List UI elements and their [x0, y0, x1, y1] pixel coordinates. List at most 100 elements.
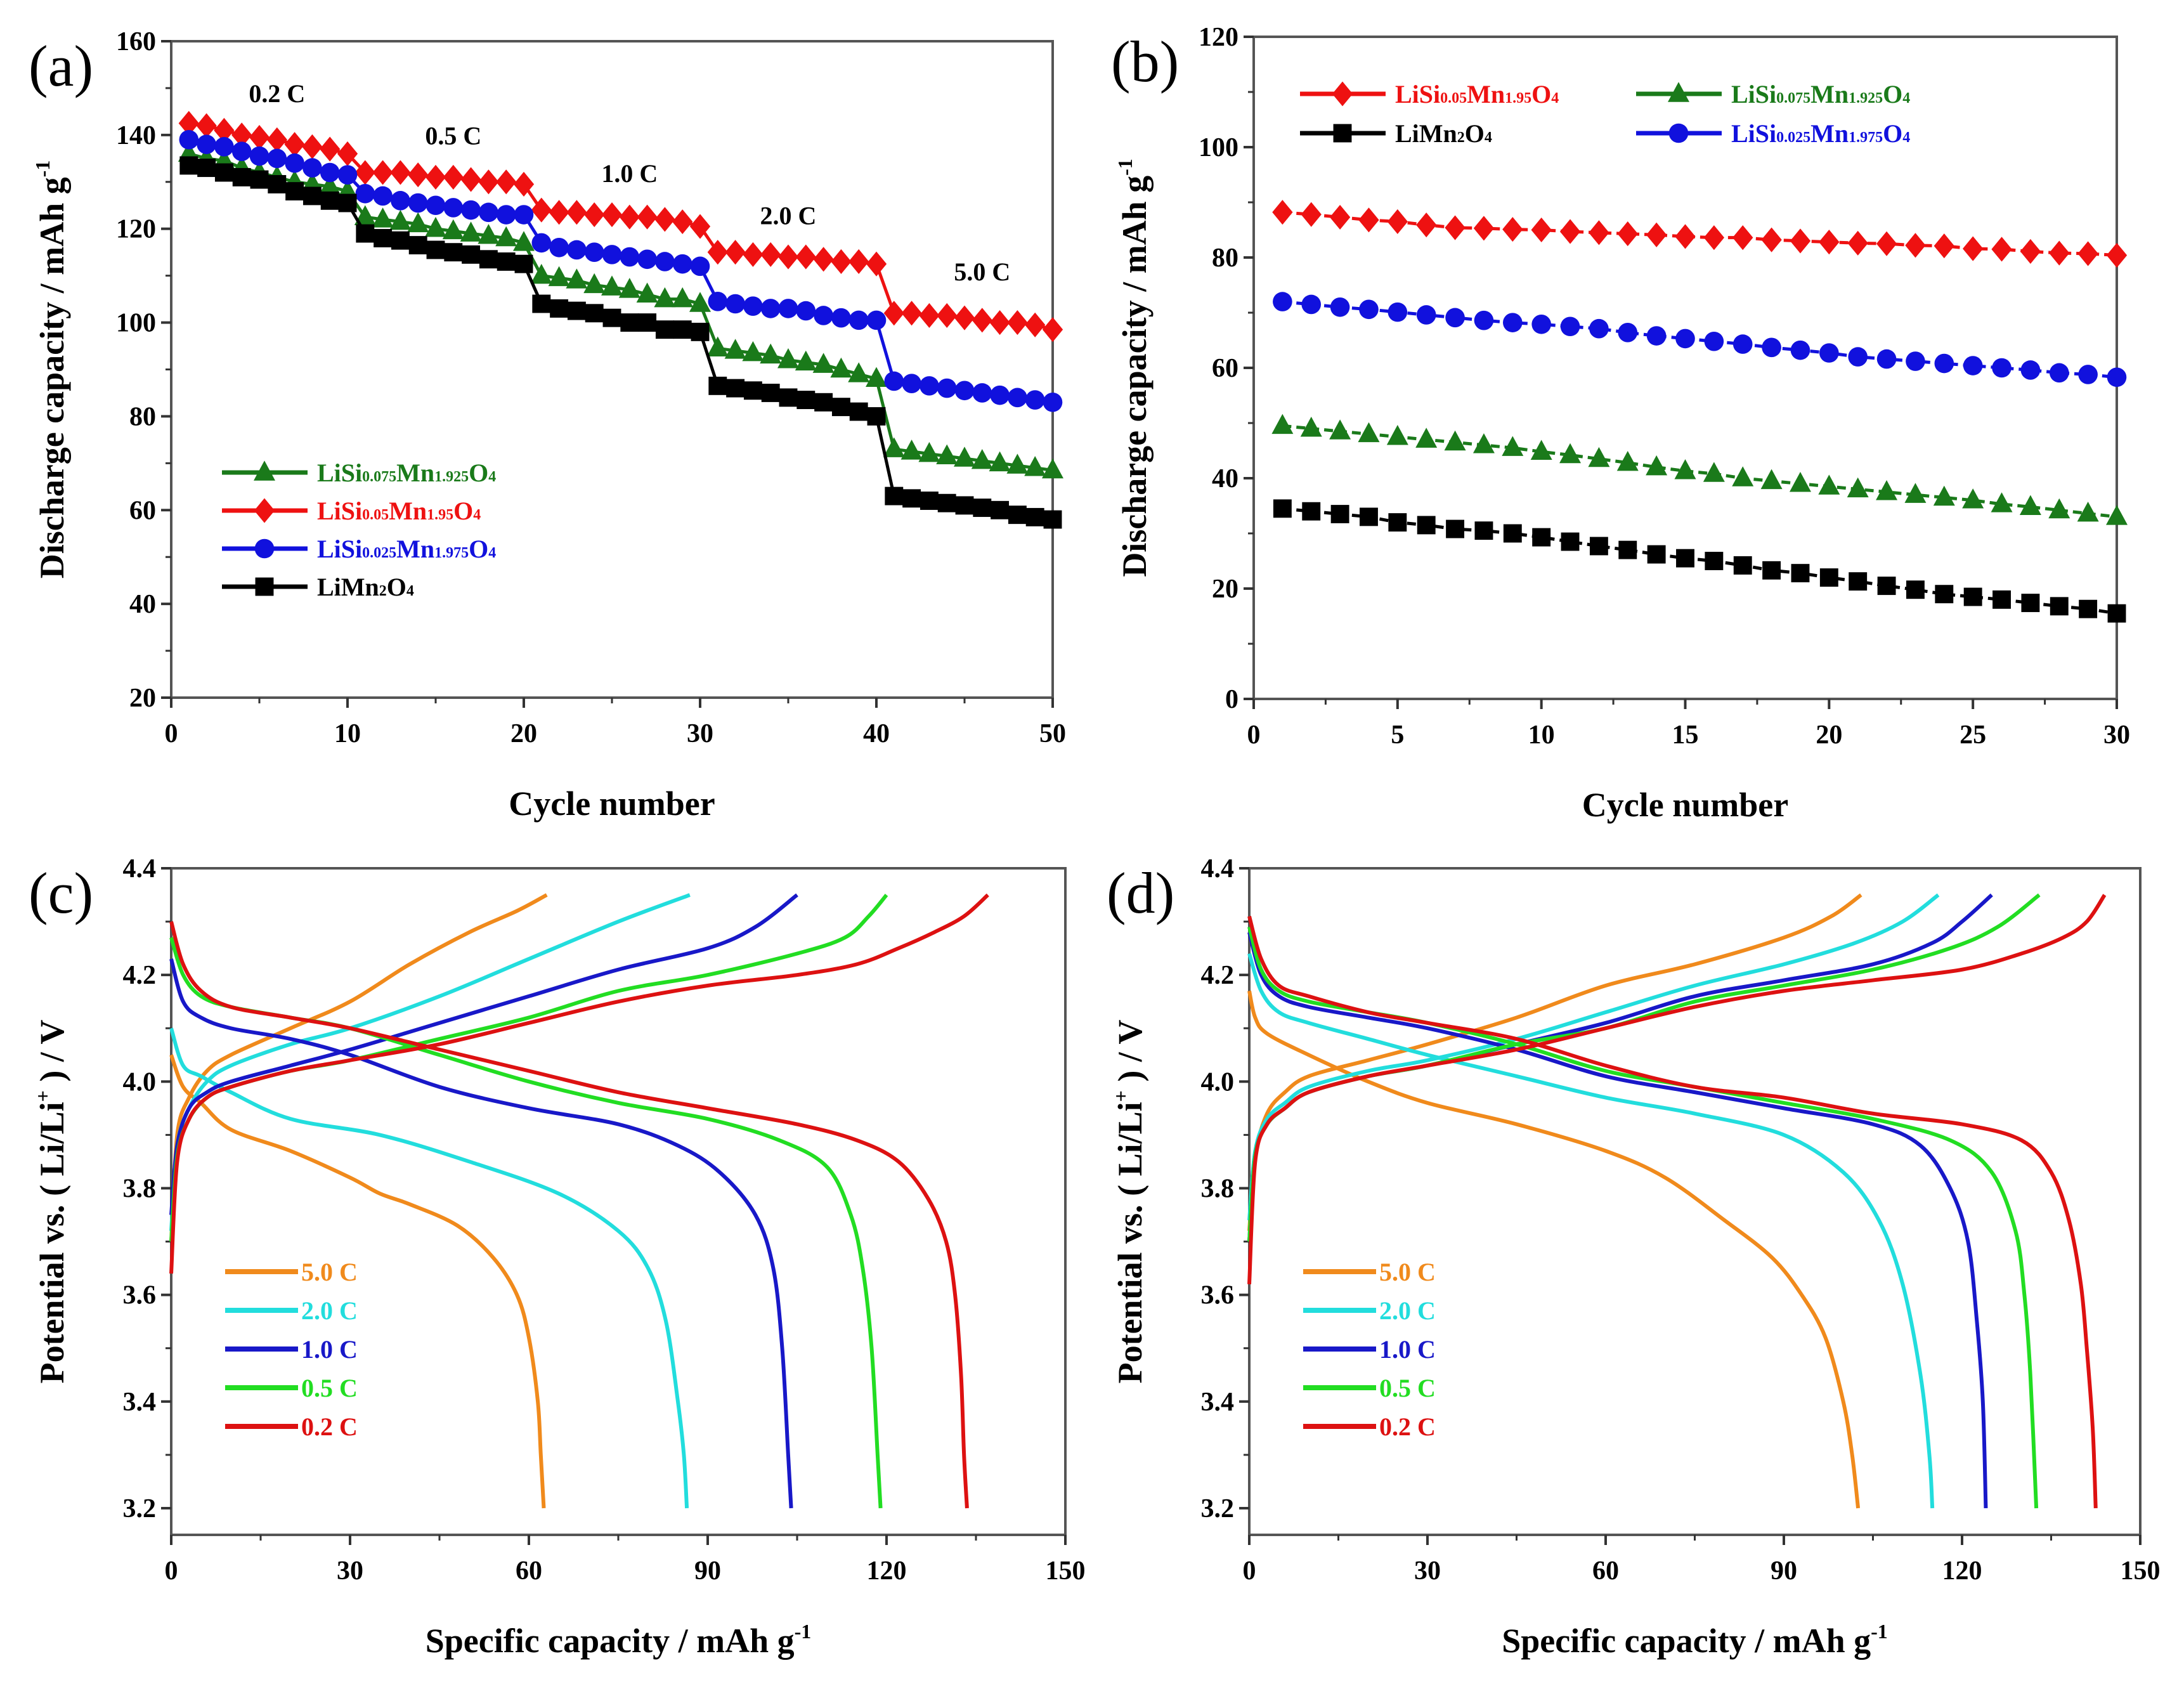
x-axis-title-sup: -1 [1871, 1620, 1888, 1643]
data-point-diamond [372, 160, 393, 185]
y-tick-label: 60 [1212, 354, 1238, 383]
x-tick-label: 0 [165, 719, 178, 748]
y-tick-label: 40 [129, 590, 156, 619]
data-point-diamond [2049, 240, 2070, 266]
data-point-diamond [231, 122, 252, 148]
data-point-circle [1474, 310, 1494, 330]
data-point-triangle [1847, 477, 1869, 498]
data-point-circle [1330, 297, 1350, 317]
data-point-square [1935, 585, 1954, 604]
data-point-circle [320, 162, 340, 183]
legend-label: 0.2 C [1379, 1412, 1436, 1441]
data-point-diamond [1934, 233, 1954, 259]
legend-subscript: 0.025 [362, 545, 396, 561]
y-axis-title-sup: + [31, 1090, 54, 1102]
data-point-circle [620, 247, 640, 267]
data-point-diamond [1761, 227, 1782, 252]
data-point-square [955, 496, 974, 515]
data-point-circle [1503, 313, 1523, 332]
data-point-circle [1301, 294, 1322, 315]
data-point-triangle [495, 226, 517, 247]
y-tick-label: 4.2 [123, 961, 157, 990]
series-square [179, 156, 1062, 529]
charge-curve [169, 893, 548, 1242]
legend-item: LiSi0.075Mn1.925O4 [1636, 80, 1910, 108]
data-point-triangle [442, 219, 464, 240]
data-point-square [1647, 545, 1666, 564]
legend-item: 1.0 C [225, 1335, 358, 1364]
data-point-diamond [513, 171, 535, 197]
data-point-circle [743, 296, 763, 316]
panel-label: (c) [29, 861, 93, 925]
data-point-triangle [830, 357, 852, 378]
data-point-circle [267, 148, 287, 169]
x-tick-label: 150 [1046, 1556, 1086, 1586]
data-point-circle [1876, 349, 1897, 369]
data-point-circle [602, 245, 622, 264]
legend-text-part: LiSi [317, 535, 362, 563]
data-point-triangle [672, 287, 694, 308]
data-point-diamond [1042, 317, 1063, 342]
y-tick-label: 3.4 [123, 1388, 157, 1417]
data-point-circle [1273, 292, 1292, 311]
data-point-square [1330, 505, 1349, 523]
data-point-triangle [742, 341, 764, 362]
legend-label: LiSi0.05Mn1.95O4 [1395, 80, 1559, 108]
data-point-square [197, 159, 216, 178]
legend-subscript: 4 [488, 469, 496, 485]
data-point-square [743, 381, 762, 400]
data-point-square [920, 492, 939, 510]
x-axis-title-text: Specific capacity / mAh g [426, 1622, 795, 1660]
data-point-circle [972, 383, 992, 403]
x-tick-label: 30 [2103, 720, 2130, 750]
x-axis-title: Cycle number [1582, 786, 1788, 824]
legend-item: LiSi0.05Mn1.95O4 [1300, 80, 1559, 108]
y-tick-label: 3.4 [1201, 1388, 1235, 1417]
y-tick-label: 4.0 [1201, 1067, 1235, 1097]
y-tick-label: 100 [1199, 133, 1238, 162]
data-point-circle [1992, 358, 2012, 378]
legend-text-part: O [1531, 80, 1551, 108]
data-point-circle [567, 240, 587, 260]
data-point-triangle [1876, 480, 1898, 500]
data-point-triangle [1674, 459, 1696, 479]
legend-label: 1.0 C [1379, 1335, 1436, 1364]
x-tick-label: 60 [1592, 1556, 1619, 1586]
legend-text-part: Mn [1810, 80, 1849, 108]
x-axis-title-text: Cycle number [509, 785, 715, 823]
x-axis-title-text: Specific capacity / mAh g [1502, 1622, 1871, 1660]
data-point-circle [902, 374, 921, 393]
x-tick-label: 0 [165, 1556, 178, 1586]
data-point-triangle [1991, 492, 2013, 512]
y-tick-label: 3.8 [123, 1174, 157, 1203]
series-line [188, 121, 1053, 332]
plot-frame [170, 40, 1054, 699]
y-tick-label: 140 [116, 121, 156, 150]
data-point-square [1503, 524, 1522, 543]
legend-marker-circle [254, 538, 275, 559]
data-point-diamond [566, 200, 587, 225]
x-tick-label: 30 [337, 1556, 363, 1586]
data-point-diamond [1502, 217, 1523, 242]
legend-subscript: 1.95 [1505, 90, 1531, 107]
data-point-circle [408, 193, 428, 213]
data-point-diamond [743, 242, 764, 267]
data-point-circle [708, 292, 728, 311]
data-point-square [655, 320, 674, 339]
y-tick-label: 60 [129, 496, 156, 525]
data-point-square [1762, 561, 1781, 580]
data-point-circle [1732, 334, 1753, 354]
data-point-circle [1906, 351, 1925, 371]
data-point-square [1849, 572, 1868, 591]
y-tick-label: 4.4 [1201, 854, 1235, 883]
legend-text-part: O [469, 459, 488, 487]
x-tick-label: 5 [1391, 720, 1404, 750]
legend-subscript: 0.025 [1776, 129, 1810, 146]
data-point-triangle [1472, 433, 1495, 453]
data-point-diamond [901, 301, 922, 326]
legend-text-part: Mn [389, 497, 427, 525]
data-point-diamond [619, 204, 640, 230]
data-point-diamond [2106, 242, 2128, 268]
charge-curve [169, 893, 989, 1274]
x-tick-label: 10 [1528, 720, 1555, 750]
